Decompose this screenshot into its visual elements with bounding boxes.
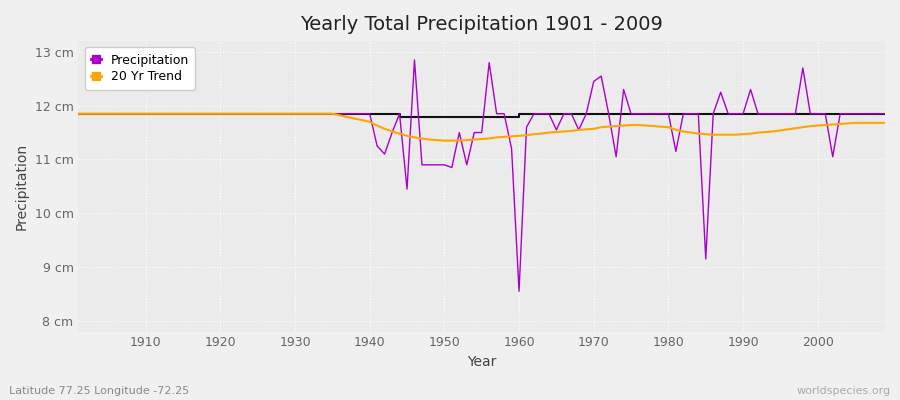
Legend: Precipitation, 20 Yr Trend: Precipitation, 20 Yr Trend — [85, 47, 195, 90]
Text: worldspecies.org: worldspecies.org — [796, 386, 891, 396]
X-axis label: Year: Year — [467, 355, 497, 369]
Title: Yearly Total Precipitation 1901 - 2009: Yearly Total Precipitation 1901 - 2009 — [301, 15, 663, 34]
Text: Latitude 77.25 Longitude -72.25: Latitude 77.25 Longitude -72.25 — [9, 386, 189, 396]
Y-axis label: Precipitation: Precipitation — [15, 143, 29, 230]
